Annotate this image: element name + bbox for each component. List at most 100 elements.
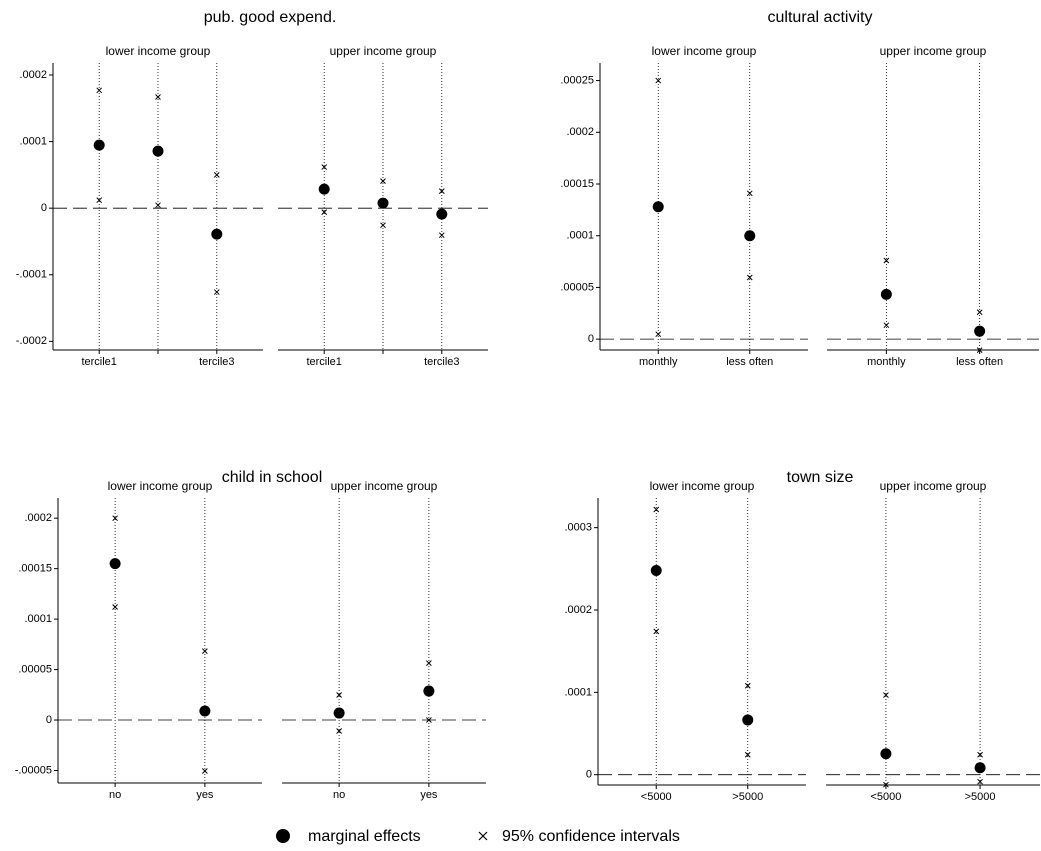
panel-title: lower income group [106,44,211,58]
effect-dot [109,558,121,570]
ci-marker [426,660,432,666]
panel-title: upper income group [331,479,438,493]
y-tick-label: .0002 [564,604,592,616]
x-tick-label: yes [420,789,438,801]
chart-title: child in school [222,469,323,486]
ci-marker [976,309,983,316]
x-tick-label: yes [196,789,214,801]
y-tick-label: 0 [46,714,52,726]
ci-marker [976,347,983,353]
legend-label: 95% confidence intervals [502,828,680,845]
legend-cross-symbol [478,831,488,841]
y-tick-label: .0002 [19,69,47,81]
ci-marker [213,289,220,295]
chart-title: town size [787,469,854,486]
y-tick-label: .00005 [560,281,594,293]
y-tick-label: 0 [41,202,47,214]
ci-marker [746,274,753,281]
effect-dot [974,762,986,774]
ci-marker [380,222,386,229]
ci-marker [336,728,342,734]
ci-marker [438,188,445,194]
y-tick-label: .0001 [24,613,52,625]
ci-marker [202,648,208,654]
effect-dot [880,748,892,760]
ci-marker [744,682,751,689]
ci-marker [112,515,118,522]
ci-marker [883,692,889,698]
x-tick-label: >5000 [732,791,763,803]
effect-dot [650,564,662,576]
effect-dot [652,201,664,213]
x-tick-label: tercile3 [424,356,459,368]
effect-dot [318,183,330,195]
panel-title: upper income group [330,44,437,58]
x-tick-label: monthly [867,356,906,368]
ci-marker [655,77,662,84]
x-tick-label: no [109,789,121,801]
x-tick-label: tercile1 [306,356,341,368]
effect-dot [93,139,105,151]
ci-marker [202,768,208,774]
effect-dot [333,707,345,719]
ci-marker [653,506,660,513]
effect-dot [199,705,211,717]
y-tick-label: -.0001 [16,269,47,281]
ci-marker [746,190,753,197]
y-tick-label: .0002 [24,512,52,524]
x-tick-label: tercile1 [81,356,116,368]
y-tick-label: -.0002 [16,335,47,347]
ci-marker [883,322,890,329]
panel-title: upper income group [880,479,987,493]
ci-marker [883,257,890,264]
ci-marker [977,751,983,758]
ci-marker [321,209,328,216]
y-tick-label: .0002 [566,126,594,138]
ci-marker [321,164,328,170]
panel-title: lower income group [652,44,757,58]
y-tick-label: 0 [588,333,594,345]
ci-marker [426,717,432,723]
effect-dot [211,228,223,240]
effect-dot [152,145,164,157]
y-tick-label: -.00005 [15,764,52,776]
y-tick-label: .00025 [560,74,594,86]
effect-dot [744,230,756,242]
legend-dot-symbol [276,829,290,843]
y-tick-label: .0003 [564,522,592,534]
ci-marker [112,604,118,610]
ci-marker [744,751,751,758]
ci-marker [213,172,220,178]
chart-title: cultural activity [768,9,873,26]
panel-title: upper income group [880,44,987,58]
y-tick-label: .00015 [560,178,594,190]
y-tick-label: .00015 [18,563,52,575]
panel-title: lower income group [650,479,755,493]
x-tick-label: less often [956,356,1003,368]
x-tick-label: monthly [639,356,678,368]
x-tick-label: tercile3 [199,356,234,368]
effect-dot [423,685,435,697]
x-tick-label: no [333,789,345,801]
y-tick-label: .0001 [19,135,47,147]
effect-dot [974,325,986,337]
ci-marker [653,628,660,635]
y-tick-label: .00005 [18,663,52,675]
y-tick-label: .0001 [564,686,592,698]
x-tick-label: less often [726,356,773,368]
panel-title: lower income group [108,479,213,493]
x-tick-label: <5000 [870,791,901,803]
effect-dot [742,714,754,726]
ci-marker [883,781,889,788]
effect-dot [880,288,892,300]
ci-marker [155,94,161,100]
ci-marker [655,331,662,338]
effect-dot [377,197,389,209]
ci-marker [96,87,103,94]
ci-marker [336,692,342,698]
ci-marker [977,778,983,785]
chart-title: pub. good expend. [204,9,337,26]
y-tick-label: .0001 [566,230,594,242]
ci-marker [96,197,103,204]
